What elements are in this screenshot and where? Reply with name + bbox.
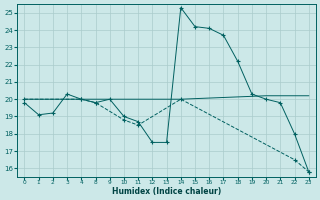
X-axis label: Humidex (Indice chaleur): Humidex (Indice chaleur)	[112, 187, 221, 196]
